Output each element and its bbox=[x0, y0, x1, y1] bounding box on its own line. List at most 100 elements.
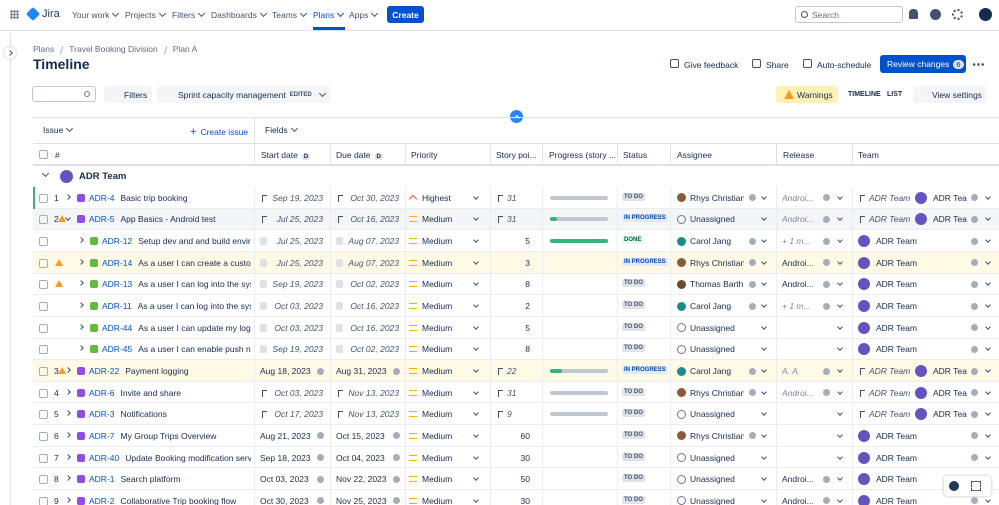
notifications-icon[interactable] bbox=[909, 9, 918, 19]
checkbox[interactable] bbox=[39, 410, 48, 420]
priority[interactable]: Medium bbox=[422, 474, 453, 485]
issue-menu[interactable]: Issue bbox=[43, 124, 74, 135]
app-switcher[interactable] bbox=[10, 10, 19, 19]
scroll-up-button[interactable] bbox=[510, 110, 523, 123]
date-text[interactable]: Aug 18, 2023 bbox=[260, 366, 311, 377]
clear-icon[interactable] bbox=[823, 215, 830, 223]
nav-item[interactable]: Teams bbox=[272, 9, 308, 20]
status-lozenge[interactable]: DONE bbox=[622, 236, 644, 245]
priority[interactable]: Medium bbox=[422, 366, 453, 377]
clear-icon[interactable] bbox=[317, 432, 324, 440]
help-icon[interactable] bbox=[930, 9, 941, 20]
clear-icon[interactable] bbox=[317, 475, 324, 483]
clear-icon[interactable] bbox=[393, 454, 400, 462]
date-text[interactable]: Nov 13, 2023 bbox=[348, 387, 399, 398]
status-lozenge[interactable]: TO DO bbox=[622, 495, 645, 504]
clear-icon[interactable] bbox=[749, 259, 756, 267]
release[interactable]: Androi... bbox=[782, 257, 814, 268]
clear-icon[interactable] bbox=[971, 237, 978, 245]
clear-icon[interactable] bbox=[823, 475, 830, 483]
clear-icon[interactable] bbox=[393, 432, 400, 440]
clear-icon[interactable] bbox=[971, 215, 978, 223]
clear-icon[interactable] bbox=[971, 259, 978, 267]
clear-icon[interactable] bbox=[749, 389, 756, 397]
release[interactable]: Androi... bbox=[782, 495, 814, 505]
clear-icon[interactable] bbox=[971, 194, 978, 202]
clear-icon[interactable] bbox=[317, 367, 324, 375]
clear-icon[interactable] bbox=[971, 302, 978, 310]
assignee[interactable]: Carol Jang bbox=[690, 301, 732, 312]
clear-icon[interactable] bbox=[317, 497, 324, 505]
status-lozenge[interactable]: TO DO bbox=[622, 344, 645, 353]
issue-key[interactable]: ADR-1 bbox=[89, 474, 115, 485]
priority[interactable]: Medium bbox=[422, 430, 453, 441]
clear-icon[interactable] bbox=[971, 410, 978, 418]
checkbox[interactable] bbox=[39, 302, 48, 312]
date-text[interactable]: Oct 16, 2023 bbox=[350, 322, 399, 333]
plan-search[interactable] bbox=[32, 86, 96, 102]
nav-item[interactable]: Dashboards bbox=[211, 9, 267, 20]
search-box[interactable]: Search bbox=[795, 6, 903, 23]
issue-key[interactable]: ADR-14 bbox=[102, 257, 133, 268]
issue-key[interactable]: ADR-6 bbox=[89, 387, 115, 398]
clear-icon[interactable] bbox=[823, 389, 830, 397]
clear-icon[interactable] bbox=[393, 475, 400, 483]
clear-icon[interactable] bbox=[823, 497, 830, 505]
breadcrumb[interactable]: Plans bbox=[33, 44, 55, 54]
checkbox[interactable] bbox=[39, 258, 48, 268]
assignee[interactable]: Thomas Barth... bbox=[690, 279, 744, 290]
date-text[interactable]: Aug 21, 2023 bbox=[260, 430, 311, 441]
date-text[interactable]: Sep 19, 2023 bbox=[272, 192, 323, 203]
capacity-button[interactable]: Sprint capacity management EDITED bbox=[157, 86, 331, 103]
priority[interactable]: Medium bbox=[422, 214, 453, 225]
date-text[interactable]: Oct 03, 2023 bbox=[274, 322, 323, 333]
status-lozenge[interactable]: IN PROGRESS bbox=[622, 366, 668, 375]
timeline-tab[interactable]: TIMELINE bbox=[848, 91, 881, 98]
status-lozenge[interactable]: IN PROGRESS bbox=[622, 214, 668, 223]
status-lozenge[interactable]: TO DO bbox=[622, 430, 645, 439]
clear-icon[interactable] bbox=[749, 367, 756, 375]
assignee[interactable]: Rhys Christian bbox=[690, 192, 744, 203]
date-text[interactable]: Jul 25, 2023 bbox=[276, 257, 323, 268]
date-text[interactable]: Oct 03, 2023 bbox=[274, 387, 323, 398]
priority[interactable]: Medium bbox=[422, 257, 453, 268]
assignee[interactable]: Unassigned bbox=[690, 495, 735, 505]
clear-icon[interactable] bbox=[971, 497, 978, 505]
priority[interactable]: Highest bbox=[422, 192, 451, 203]
date-text[interactable]: Oct 03, 2023 bbox=[274, 301, 323, 312]
clear-icon[interactable] bbox=[971, 454, 978, 462]
team[interactable]: ADR Team bbox=[876, 452, 917, 463]
clear-icon[interactable] bbox=[749, 432, 756, 440]
assignee[interactable]: Unassigned bbox=[690, 344, 735, 355]
checkbox[interactable] bbox=[39, 345, 48, 355]
assignee[interactable]: Unassigned bbox=[690, 409, 735, 420]
checkbox[interactable] bbox=[39, 496, 48, 505]
clear-icon[interactable] bbox=[749, 280, 756, 288]
date-text[interactable]: Oct 02, 2023 bbox=[350, 344, 399, 355]
checkbox[interactable] bbox=[39, 323, 48, 333]
team[interactable]: ADR Tea bbox=[933, 192, 967, 203]
date-text[interactable]: Nov 25, 2023 bbox=[336, 495, 387, 505]
team[interactable]: ADR Team bbox=[876, 344, 917, 355]
date-text[interactable]: Aug 31, 2023 bbox=[336, 366, 387, 377]
more-button[interactable] bbox=[972, 63, 985, 66]
status-lozenge[interactable]: TO DO bbox=[622, 279, 645, 288]
priority[interactable]: Medium bbox=[422, 301, 453, 312]
nav-item[interactable]: Projects bbox=[125, 9, 166, 20]
clear-icon[interactable] bbox=[749, 194, 756, 202]
release[interactable]: Androi... bbox=[782, 474, 814, 485]
issue-key[interactable]: ADR-12 bbox=[102, 236, 133, 247]
issue-key[interactable]: ADR-5 bbox=[89, 214, 115, 225]
date-text[interactable]: Oct 04, 2023 bbox=[336, 452, 385, 463]
release[interactable]: Androi... bbox=[782, 279, 814, 290]
team[interactable]: ADR Team bbox=[876, 301, 917, 312]
date-text[interactable]: Aug 07, 2023 bbox=[348, 257, 399, 268]
clear-icon[interactable] bbox=[971, 432, 978, 440]
clear-icon[interactable] bbox=[823, 194, 830, 202]
status-lozenge[interactable]: TO DO bbox=[622, 452, 645, 461]
status-lozenge[interactable]: IN PROGRESS bbox=[622, 257, 668, 266]
assignee[interactable]: Carol Jang bbox=[690, 366, 732, 377]
release[interactable]: Androi... bbox=[782, 214, 814, 225]
date-text[interactable]: Oct 17, 2023 bbox=[274, 409, 323, 420]
checkbox[interactable] bbox=[39, 431, 48, 441]
